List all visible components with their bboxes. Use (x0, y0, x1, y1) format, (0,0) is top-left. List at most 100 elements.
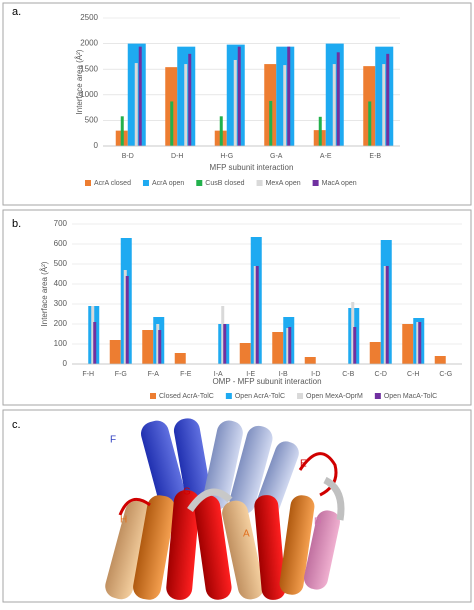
y-tick-label: 1000 (80, 90, 98, 99)
panel-border (2, 409, 472, 603)
y-tick-label: 500 (54, 259, 68, 268)
x-tick-label: B-D (122, 153, 134, 160)
chain-label: D (314, 517, 321, 528)
panel-label: c. (12, 419, 21, 431)
legend-swatch (374, 393, 381, 399)
x-tick-label: F-A (148, 371, 160, 378)
x-tick-label: F-E (180, 371, 192, 378)
legend-swatch (256, 180, 263, 186)
legend-label: Open AcrA-TolC (235, 393, 285, 400)
chain-label: H (120, 515, 127, 526)
legend-swatch (142, 180, 149, 186)
bar (134, 63, 138, 146)
panel-border (2, 209, 472, 406)
x-tick-label: I-A (214, 371, 223, 378)
y-tick-label: 400 (54, 279, 68, 288)
panel-border (2, 2, 472, 206)
bar (138, 46, 142, 147)
bar (286, 328, 290, 364)
chain-label: A (243, 529, 250, 540)
bar (125, 276, 129, 364)
bar (120, 116, 124, 146)
bar (402, 324, 414, 364)
y-tick-label: 0 (63, 359, 68, 368)
legend-swatch (85, 180, 91, 186)
chain-label: G (183, 487, 191, 498)
bar (416, 322, 420, 364)
x-tick-label: C-G (439, 371, 452, 378)
x-tick-label: E-B (369, 153, 381, 160)
legend-label: Open MexA-OprM (306, 393, 363, 400)
bar (239, 343, 251, 364)
bar (184, 64, 188, 146)
bar (237, 46, 241, 147)
bar (383, 266, 387, 364)
bar (253, 266, 257, 364)
legend-swatch (196, 180, 203, 186)
legend-label: AcrA open (152, 180, 184, 187)
bar (382, 64, 386, 146)
bar (287, 46, 291, 147)
panel-label: a. (12, 6, 21, 18)
x-tick-label: I-B (279, 371, 288, 378)
legend-label: MacA open (322, 180, 357, 187)
bar (93, 322, 97, 364)
bar (304, 357, 316, 364)
bar (369, 342, 381, 364)
x-tick-label: C-D (375, 371, 387, 378)
y-tick-label: 300 (54, 299, 68, 308)
bar (283, 65, 287, 146)
legend-label: AcrA closed (94, 180, 131, 187)
bar (332, 64, 336, 146)
bar (170, 101, 174, 146)
legend-swatch (225, 393, 232, 399)
y-tick-label: 2000 (80, 39, 98, 48)
chain-label: E (300, 459, 307, 470)
x-axis-label: OMP - MFP subunit interaction (212, 377, 321, 386)
bar (188, 53, 192, 147)
bar (272, 332, 284, 364)
y-tick-label: 2500 (80, 13, 98, 22)
y-tick-label: 500 (85, 116, 99, 125)
x-tick-label: A-E (320, 153, 332, 160)
bar (351, 302, 355, 364)
bar (386, 53, 390, 147)
bar (158, 330, 162, 364)
bar (221, 306, 225, 364)
panel-label: b. (12, 218, 21, 230)
legend-label: MexA open (266, 180, 301, 187)
bar (233, 59, 237, 146)
y-tick-label: 600 (54, 239, 68, 248)
bar (142, 330, 154, 364)
legend-swatch (312, 180, 319, 186)
bar (353, 327, 357, 364)
x-tick-label: I-E (246, 371, 255, 378)
bar (255, 266, 259, 364)
y-tick-label: 1500 (80, 64, 98, 73)
bar (174, 353, 186, 364)
x-tick-label: H-G (220, 153, 233, 160)
bar (288, 327, 292, 364)
x-tick-label: F-G (115, 371, 127, 378)
bar (123, 270, 127, 364)
x-tick-label: D-H (171, 153, 183, 160)
chain-label: F (110, 435, 116, 446)
legend-label: Open MacA-TolC (384, 393, 437, 400)
bar (219, 116, 223, 146)
y-tick-label: 100 (54, 339, 68, 348)
legend-swatch (150, 393, 156, 399)
y-tick-label: 0 (94, 141, 99, 150)
bar (434, 356, 446, 364)
legend-label: CusB closed (205, 180, 244, 187)
y-axis-label: Interface area (Å²) (75, 49, 84, 114)
x-tick-label: C-B (342, 371, 354, 378)
bar (109, 340, 121, 364)
x-tick-label: G-A (270, 153, 283, 160)
legend-label: Closed AcrA-TolC (159, 393, 214, 400)
bar (385, 266, 389, 364)
bar (156, 324, 160, 364)
bar (223, 324, 227, 364)
x-axis-label: MFP subunit interaction (210, 163, 294, 172)
bar (318, 116, 322, 146)
